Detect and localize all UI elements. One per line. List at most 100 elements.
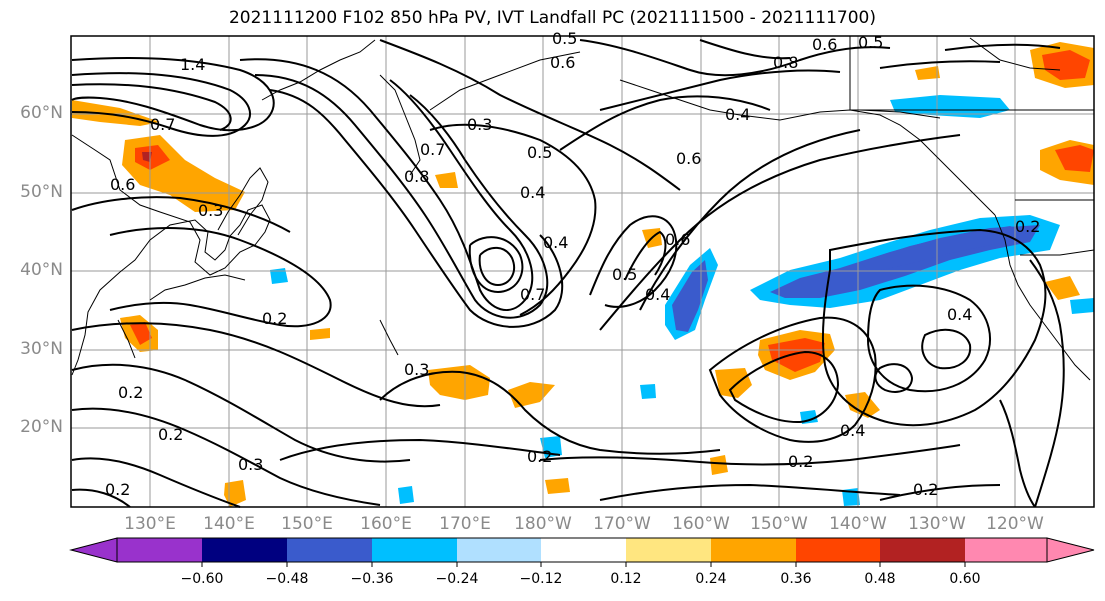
lat-label: 60°N [20,103,63,123]
colorbar-tick-label: 0.24 [695,571,727,587]
lon-label: 150°W [750,514,808,534]
pv-patch [1070,298,1094,314]
colorbar-cell [880,538,965,562]
contour-label: 0.8 [773,53,798,72]
pv-patch [1055,145,1094,172]
contour-label: 0.2 [158,425,183,444]
contour-label: 0.4 [947,305,972,324]
contour-label: 0.4 [543,233,568,252]
contour-label: 0.7 [150,115,175,134]
contour-label: 0.6 [550,53,575,72]
graticule [71,36,1094,507]
colorbar-cell [541,538,626,562]
colorbar-extend-max [1046,537,1095,563]
colorbar-tick-label: 0.36 [780,571,812,587]
colorbar-tick-label: 0.60 [949,571,981,587]
pv-patch [890,95,1010,118]
pv-patch [435,172,458,188]
map-frame [70,35,1095,508]
colorbar-cell [372,538,457,562]
contour-labels: 1.4 0.5 0.6 0.5 0.6 0.8 0.3 0.4 0.5 0.7 … [105,29,1040,499]
coastlines [71,36,1095,381]
colorbar [69,537,1095,567]
lat-label: 20°N [20,417,63,437]
pv-patch [135,145,170,170]
lat-label: 50°N [20,182,63,202]
pv-patch [310,328,330,340]
colorbar-cell [965,538,1047,562]
contour-label: 0.2 [788,452,813,471]
lon-label: 160°E [360,514,412,534]
contour-label: 0.5 [612,265,637,284]
pv-patch [672,260,708,332]
contour-label: 0.2 [913,480,938,499]
pv-patch [845,392,880,418]
contour-label: 0.4 [725,105,750,124]
contour-label: 0.5 [552,29,577,48]
lon-label: 130°W [908,514,966,534]
colorbar-tick-label: −0.48 [265,571,309,587]
pv-patch [270,268,288,284]
contour-label: 0.3 [238,455,263,474]
contour-label: 1.4 [180,55,205,74]
contour-label: 0.6 [665,230,690,249]
contour-label: 0.2 [1015,217,1040,236]
pv-patch [1042,50,1090,80]
colorbar-tick-label: −0.60 [180,571,224,587]
colorbar-cell [202,538,287,562]
colorbar-cell [287,538,372,562]
contour-label: 0.6 [676,149,701,168]
contour-label: 0.3 [198,201,223,220]
contour-label: 0.5 [527,143,552,162]
lon-label: 180°W [514,514,572,534]
pv-patch [715,368,752,398]
lon-label: 170°E [439,514,491,534]
pv-patch [710,455,728,475]
contour-label: 0.6 [110,175,135,194]
contour-label: 0.8 [404,167,429,186]
colorbar-tick-label: −0.24 [435,571,479,587]
lon-label: 150°E [281,514,333,534]
lon-label: 160°W [672,514,730,534]
map-title: 2021111200 F102 850 hPa PV, IVT Landfall… [228,8,876,28]
colorbar-cell [117,538,202,562]
contour-label: 0.2 [527,447,552,466]
colorbar-extend-min [69,537,118,563]
contour-label: 0.2 [118,383,143,402]
pv-patch [860,226,1030,272]
contour-label: 0.7 [420,140,445,159]
lon-label: 120°W [986,514,1044,534]
pv-patch [1045,276,1080,300]
pv-patch [130,322,152,345]
lat-label: 30°N [20,339,63,359]
colorbar-cell [796,538,880,562]
contour-label: 0.6 [812,35,837,54]
lon-label: 130°E [124,514,176,534]
contour-label: 0.4 [645,285,670,304]
colorbar-tick-label: −0.36 [350,571,394,587]
lon-label: 140°W [829,514,887,534]
contour-label: 0.7 [520,285,545,304]
pv-patch [398,486,414,504]
lon-label: 170°W [593,514,651,534]
lon-label: 140°E [203,514,255,534]
pv-contours [71,39,1065,508]
contour-label: 0.5 [858,33,883,52]
contour-label: 0.3 [404,360,429,379]
colorbar-cell [457,538,541,562]
contour-label: 0.3 [467,115,492,134]
colorbar-tick-label: 0.12 [610,571,642,587]
pv-patch [545,478,570,494]
contour-label: 0.4 [840,421,865,440]
contour-label: 0.4 [520,183,545,202]
contour-label: 0.2 [262,309,287,328]
colorbar-tick-label: −0.12 [519,571,563,587]
pv-patch [915,66,940,80]
colorbar-cell [626,538,711,562]
pv-patch [768,338,825,372]
pv-patch [640,384,656,399]
lat-label: 40°N [20,260,63,280]
colorbar-cell [711,538,796,562]
contour-label: 0.2 [105,480,130,499]
